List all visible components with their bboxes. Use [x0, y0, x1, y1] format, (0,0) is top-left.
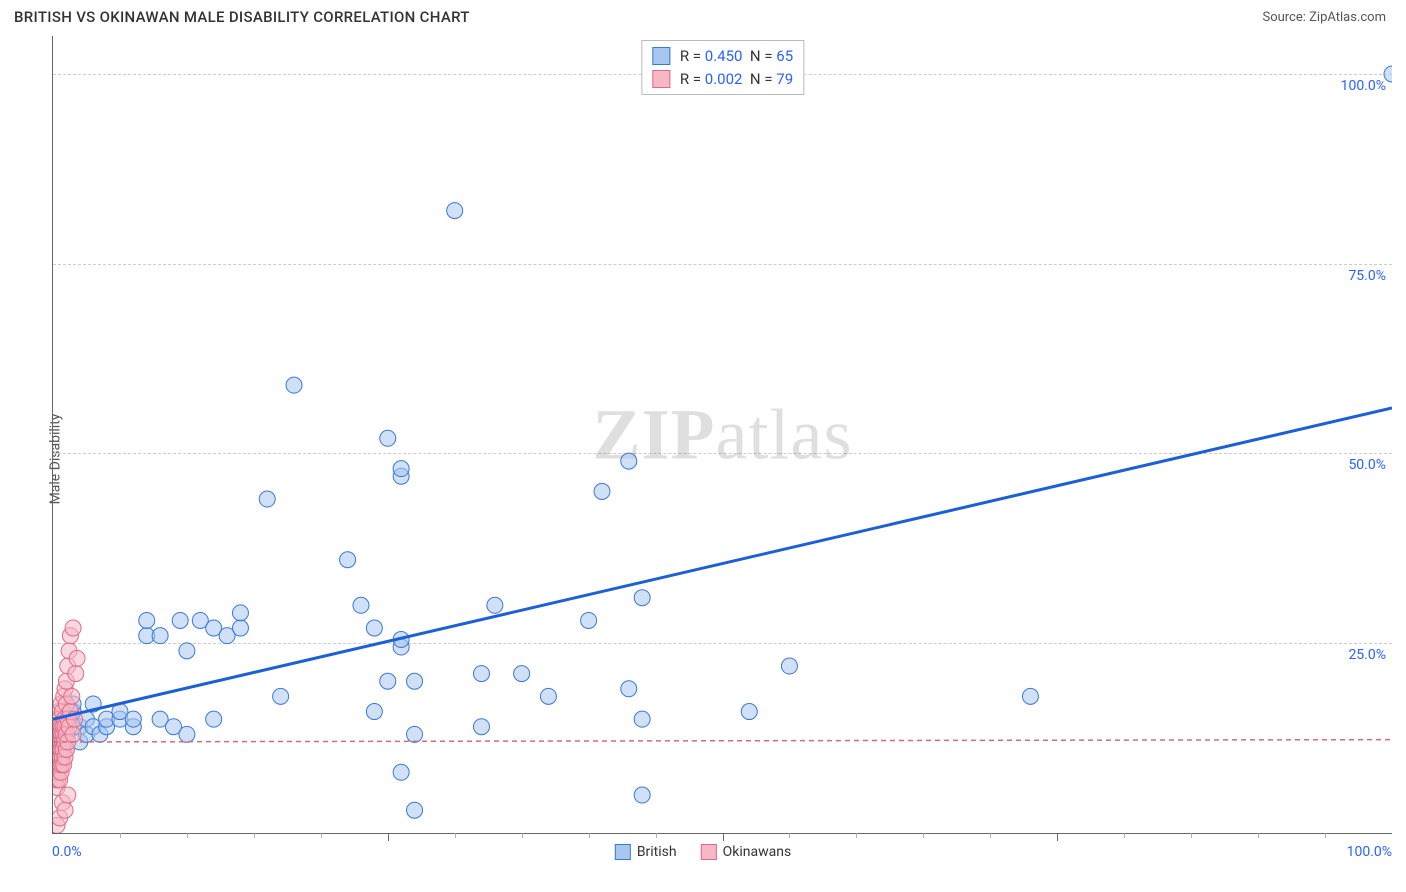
- plot-area: ZIPatlas R = 0.450 N = 65 R = 0.002 N = …: [52, 36, 1392, 834]
- legend-item-okinawans: Okinawans: [701, 844, 792, 860]
- source-label: Source: ZipAtlas.com: [1262, 10, 1386, 25]
- x-axis-label-0: 0.0%: [52, 844, 82, 860]
- stats-row-okinawans: R = 0.002 N = 79: [652, 68, 793, 91]
- chart-title: BRITISH VS OKINAWAN MALE DISABILITY CORR…: [14, 8, 470, 26]
- legend-item-british: British: [615, 844, 677, 860]
- stats-legend: R = 0.450 N = 65 R = 0.002 N = 79: [641, 40, 804, 95]
- series-legend: British Okinawans: [615, 844, 791, 860]
- stats-row-british: R = 0.450 N = 65: [652, 45, 793, 68]
- x-axis-label-100: 100.0%: [1347, 844, 1392, 860]
- chart-container: Male Disability ZIPatlas R = 0.450 N = 6…: [14, 36, 1392, 882]
